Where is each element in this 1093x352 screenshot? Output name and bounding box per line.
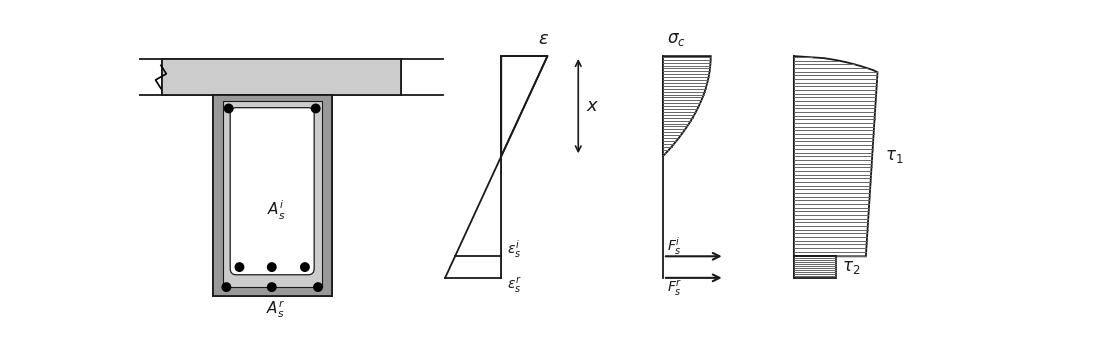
Polygon shape (502, 56, 548, 156)
FancyBboxPatch shape (231, 108, 314, 275)
Circle shape (312, 104, 320, 113)
Text: $F_s^i$: $F_s^i$ (667, 235, 682, 257)
Text: $\varepsilon_s^i$: $\varepsilon_s^i$ (507, 238, 521, 260)
Polygon shape (163, 59, 401, 95)
Text: $\varepsilon$: $\varepsilon$ (538, 30, 549, 49)
Text: $F_s^r$: $F_s^r$ (667, 278, 682, 298)
Text: $\tau_2$: $\tau_2$ (843, 258, 860, 276)
Text: $A_s^i$: $A_s^i$ (267, 199, 285, 222)
Polygon shape (223, 101, 321, 287)
Circle shape (268, 283, 277, 291)
Circle shape (235, 263, 244, 271)
Text: $x$: $x$ (586, 97, 599, 115)
Circle shape (222, 283, 231, 291)
Text: $\varepsilon_s^r$: $\varepsilon_s^r$ (507, 275, 522, 295)
Circle shape (314, 283, 322, 291)
Polygon shape (163, 59, 401, 95)
Polygon shape (455, 156, 502, 256)
Polygon shape (445, 256, 502, 278)
Polygon shape (212, 95, 332, 296)
Circle shape (224, 104, 233, 113)
Circle shape (268, 263, 277, 271)
Polygon shape (794, 56, 878, 256)
Text: $\sigma_c$: $\sigma_c$ (667, 30, 685, 49)
Text: $A_s^r$: $A_s^r$ (267, 298, 285, 320)
Polygon shape (794, 256, 836, 278)
Circle shape (301, 263, 309, 271)
Polygon shape (663, 56, 710, 156)
Polygon shape (212, 95, 332, 296)
Text: $\tau_1$: $\tau_1$ (884, 147, 903, 165)
